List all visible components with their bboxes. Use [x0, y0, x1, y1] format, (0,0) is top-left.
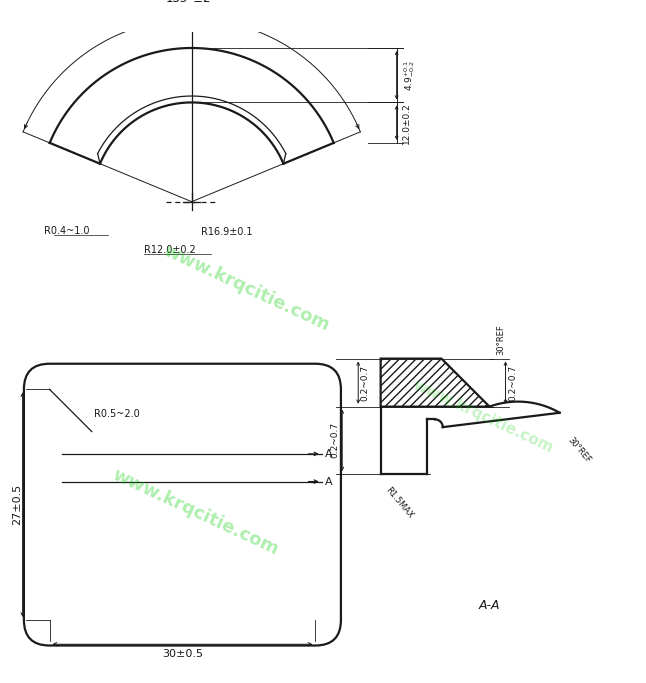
- Text: A: A: [325, 477, 333, 486]
- Text: A: A: [325, 449, 333, 459]
- Text: R16.9±0.1: R16.9±0.1: [202, 227, 253, 238]
- Text: 12.0±0.2: 12.0±0.2: [402, 102, 411, 143]
- Text: 0.2~0.7: 0.2~0.7: [360, 365, 370, 401]
- Text: R0.5~2.0: R0.5~2.0: [94, 408, 140, 419]
- Text: www.krqcitie.com: www.krqcitie.com: [410, 377, 556, 456]
- Text: 27±0.5: 27±0.5: [12, 484, 23, 525]
- Text: 30±0.5: 30±0.5: [162, 650, 203, 659]
- Text: 30°REF: 30°REF: [496, 324, 505, 355]
- Text: www.krqcitie.com: www.krqcitie.com: [109, 466, 281, 559]
- Text: 135°±2°: 135°±2°: [166, 0, 218, 5]
- Text: 0.2~0.7: 0.2~0.7: [508, 365, 517, 401]
- Text: R0.4~1.0: R0.4~1.0: [44, 225, 89, 236]
- Text: A-A: A-A: [479, 599, 500, 612]
- Text: www.krqcitie.com: www.krqcitie.com: [160, 242, 332, 335]
- Text: R1.5MAX: R1.5MAX: [384, 486, 415, 520]
- Text: 30°REF: 30°REF: [566, 435, 592, 464]
- Text: R12.0±0.2: R12.0±0.2: [143, 245, 196, 255]
- Text: 0.2~0.7: 0.2~0.7: [331, 422, 340, 458]
- Text: 4.9$^{+0.1}_{-0.2}$: 4.9$^{+0.1}_{-0.2}$: [402, 59, 417, 91]
